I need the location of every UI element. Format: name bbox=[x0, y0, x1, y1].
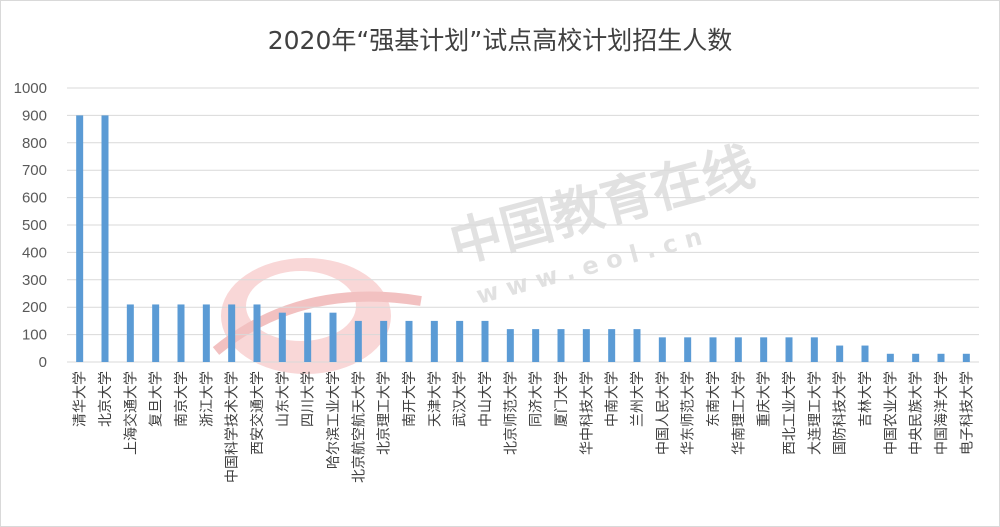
bar bbox=[481, 320, 489, 362]
y-tick-label: 200 bbox=[22, 299, 47, 316]
x-category-label: 东南大学 bbox=[706, 371, 722, 427]
bar bbox=[380, 320, 388, 362]
x-category-label: 复旦大学 bbox=[148, 371, 165, 427]
y-tick-label: 800 bbox=[22, 135, 47, 152]
x-category-label: 武汉大学 bbox=[453, 371, 469, 427]
chart-title: 2020年“强基计划”试点高校计划招生人数 bbox=[267, 26, 733, 55]
x-category-label: 大连理工大学 bbox=[807, 371, 823, 455]
x-category-label: 南京大学 bbox=[174, 371, 190, 427]
eol-logo bbox=[212, 258, 422, 374]
bar bbox=[557, 329, 565, 362]
x-category-label: 中央民族大学 bbox=[909, 371, 925, 455]
bar bbox=[760, 337, 768, 362]
x-category-label: 电子科技大学 bbox=[959, 371, 975, 455]
bar bbox=[937, 353, 945, 362]
bar bbox=[329, 312, 337, 362]
bar bbox=[836, 345, 844, 362]
bar bbox=[861, 345, 869, 362]
y-tick-label: 700 bbox=[22, 162, 47, 179]
bar bbox=[152, 304, 160, 362]
bar bbox=[962, 353, 970, 362]
bar bbox=[202, 304, 210, 362]
bar bbox=[228, 304, 236, 362]
x-category-label: 上海交通大学 bbox=[122, 371, 139, 455]
x-category-label: 中国农业大学 bbox=[883, 371, 899, 455]
x-category-label: 中国科学技术大学 bbox=[225, 371, 241, 483]
x-category-label: 西安交通大学 bbox=[249, 371, 266, 455]
x-category-label: 国防科技大学 bbox=[833, 371, 849, 455]
x-category-label: 同济大学 bbox=[529, 371, 545, 427]
bar bbox=[354, 320, 362, 362]
x-category-label: 北京师范大学 bbox=[502, 371, 519, 455]
x-category-label: 兰州大学 bbox=[630, 371, 646, 427]
bar bbox=[608, 329, 616, 362]
bar bbox=[785, 337, 793, 362]
bar bbox=[582, 329, 590, 362]
x-category-label: 重庆大学 bbox=[757, 371, 773, 427]
x-category-label: 华中科技大学 bbox=[579, 371, 595, 455]
y-tick-label: 400 bbox=[22, 244, 47, 261]
bar bbox=[506, 329, 514, 362]
bar bbox=[912, 353, 920, 362]
x-category-label: 华南理工大学 bbox=[731, 371, 747, 455]
x-category-label: 北京理工大学 bbox=[377, 371, 393, 455]
bar bbox=[101, 115, 109, 363]
bar bbox=[253, 304, 261, 362]
bar bbox=[734, 337, 742, 362]
bar bbox=[658, 337, 666, 362]
x-category-label: 中国海洋大学 bbox=[934, 371, 950, 455]
x-category-label: 北京航空航天大学 bbox=[351, 371, 367, 483]
x-category-label: 哈尔滨工业大学 bbox=[326, 371, 342, 469]
bar bbox=[886, 353, 894, 362]
y-tick-label: 500 bbox=[22, 217, 47, 234]
bar bbox=[430, 320, 438, 362]
bar bbox=[532, 329, 540, 362]
bar bbox=[633, 329, 641, 362]
bar bbox=[126, 304, 134, 362]
x-category-label: 天津大学 bbox=[427, 371, 443, 427]
x-category-label: 中山大学 bbox=[478, 371, 494, 427]
bar bbox=[76, 115, 84, 363]
bar bbox=[456, 320, 464, 362]
x-category-label: 吉林大学 bbox=[858, 371, 874, 427]
x-category-label: 华东师范大学 bbox=[680, 371, 697, 455]
y-tick-label: 1000 bbox=[14, 80, 47, 97]
y-tick-label: 100 bbox=[22, 327, 47, 344]
bar bbox=[278, 312, 286, 362]
x-category-label: 中南大学 bbox=[605, 371, 621, 427]
bar bbox=[810, 337, 818, 362]
bar bbox=[304, 312, 312, 362]
x-category-label: 四川大学 bbox=[301, 371, 317, 427]
x-category-label: 厦门大学 bbox=[554, 371, 570, 427]
bar bbox=[709, 337, 717, 362]
x-category-label: 清华大学 bbox=[73, 371, 89, 427]
x-category-label: 西北工业大学 bbox=[782, 371, 798, 455]
x-category-label: 北京大学 bbox=[98, 371, 114, 427]
y-tick-label: 0 bbox=[39, 354, 47, 371]
x-category-label: 南开大学 bbox=[402, 371, 418, 427]
y-tick-label: 600 bbox=[22, 190, 47, 207]
bar bbox=[684, 337, 692, 362]
bar bbox=[405, 320, 413, 362]
y-tick-label: 900 bbox=[22, 107, 47, 124]
x-category-label: 中国人民大学 bbox=[655, 371, 671, 455]
x-category-label: 浙江大学 bbox=[199, 371, 215, 427]
y-tick-label: 300 bbox=[22, 272, 47, 289]
bar bbox=[177, 304, 185, 362]
x-category-label: 山东大学 bbox=[275, 371, 291, 427]
